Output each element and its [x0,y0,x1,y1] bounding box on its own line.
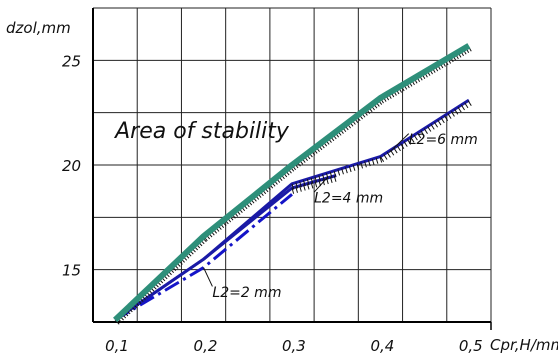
series-line-l2-4mm-hatch [329,176,333,184]
annotation-l2-6mm: L2=6 mm [409,132,478,148]
series-line-l2-6mm-hatch [433,121,439,128]
x-tick-label: 0,3 [282,337,306,355]
series-line-l2-6mm-hatch [329,171,333,178]
series-line-l2-4mm-hatch [303,184,306,191]
series-line-l2-6mm-hatch [406,139,412,145]
annotation-l2-2mm: L2=2 mm [212,285,281,301]
series-line-l2-6mm-hatch [352,164,356,171]
series-line-l2-6mm-hatch [302,180,306,187]
series-line-l2-4mm-hatch [310,182,314,189]
series-line-l2-6mm-hatch [457,106,462,113]
series-line-l2-6mm-hatch [356,163,360,170]
series-line-l2-6mm-hatch [450,111,455,117]
series-line-l2-6mm-hatch [440,117,445,124]
series-line-l2-6mm-hatch [460,104,465,111]
series-line-l2-6mm-hatch [322,174,325,181]
series-lines [113,43,472,325]
series-line-l2-6mm-hatch [371,158,375,166]
leader-l2-6mm [388,133,410,153]
series-line-l2-4mm-hatch [295,186,298,193]
x-tick-label: 0,4 [370,337,394,355]
series-line-l2-6mm-hatch [310,177,314,184]
series-line-l2-6mm-hatch [447,113,452,119]
y-tick-label: 25 [62,52,81,70]
series-line-boundary [113,43,471,323]
series-line-l2-6mm-hatch [345,167,348,174]
series-line-l2-6mm-hatch [444,115,449,122]
y-axis-label: dzol,mm [6,19,71,37]
series-line-l2-6mm-hatch [299,181,302,188]
annotation-leaders [203,133,410,287]
series-line-l2-4mm-hatch [326,178,329,185]
y-tick-label: 20 [62,157,81,175]
series-line-l2-6mm-hatch [413,134,418,141]
series-line-l2-6mm [114,98,470,322]
series-line-l2-6mm-hatch [396,145,401,152]
leader-l2-4mm [313,177,328,193]
series-line-l2-4mm-hatch [333,175,337,182]
x-axis-label: Cpr,H/mm [490,336,558,354]
series-line-l2-6mm-hatch [337,169,341,176]
series-line-l2-6mm-hatch [403,141,408,147]
annotation-l2-4mm: L2=4 mm [314,191,383,207]
axes [92,8,492,330]
series-line-l2-6mm-hatch [393,147,398,154]
series-line-l2-6mm-hatch [318,175,322,182]
leader-l2-2mm [203,267,213,287]
series-line-l2-6mm-hatch [348,166,352,173]
series-line-l2-6mm-hatch [386,152,391,158]
series-line-l2-6mm-hatch [410,136,415,143]
series-line-l2-6mm-hatch [360,162,364,169]
series-line-l2-6mm-hatch [364,161,367,168]
series-line-l2-6mm-hatch [325,173,329,180]
series-line-l2-6mm-hatch [454,108,459,115]
series-line-l2-6mm-hatch [314,176,318,183]
y-tick-label: 15 [62,262,81,280]
x-tick-label: 0,1 [105,337,129,355]
series-line-l2-4mm-hatch [291,187,295,194]
series-line-l2-4mm-hatch [306,183,310,190]
series-line-l2-6mm-hatch [467,100,472,106]
series-line-l2-6mm-hatch [430,124,435,130]
series-line-l2-6mm-hatch [420,130,425,137]
tick-labels: 0,1 0,2 0,3 0,4 0,5 15 20 25 [62,52,483,355]
series-line-l2-6mm-hatch [464,102,469,109]
x-tick-label: 0,5 [459,337,483,355]
series-line-l2-6mm-hatch [375,157,379,164]
series-line-l2-6mm-hatch [306,178,310,186]
series-line-l2-6mm-hatch [341,168,344,175]
series-line-l2-6mm-hatch [427,126,432,132]
series-line-l2-4mm-hatch [299,185,302,192]
series-line-l2-6mm-hatch [291,183,295,190]
series-line-l2-6mm-hatch [379,156,383,163]
series-line-l2-6mm-hatch [367,160,371,167]
series-line-l2-6mm-hatch [400,143,405,150]
series-line-l2-6mm-hatch [295,182,299,189]
series-line-l2-6mm-hatch [380,156,385,162]
annotation-area-of-stability: Area of stability [113,119,290,144]
series-line-l2-6mm-hatch [383,154,388,160]
x-tick-label: 0,2 [194,337,218,355]
series-line-l2-6mm-hatch [423,128,428,134]
series-line-l2-6mm-hatch [417,132,422,139]
series-line-l2-4mm-hatch [314,181,318,188]
series-line-l2-6mm-hatch [333,170,337,177]
series-line-l2-6mm-hatch [437,119,442,126]
